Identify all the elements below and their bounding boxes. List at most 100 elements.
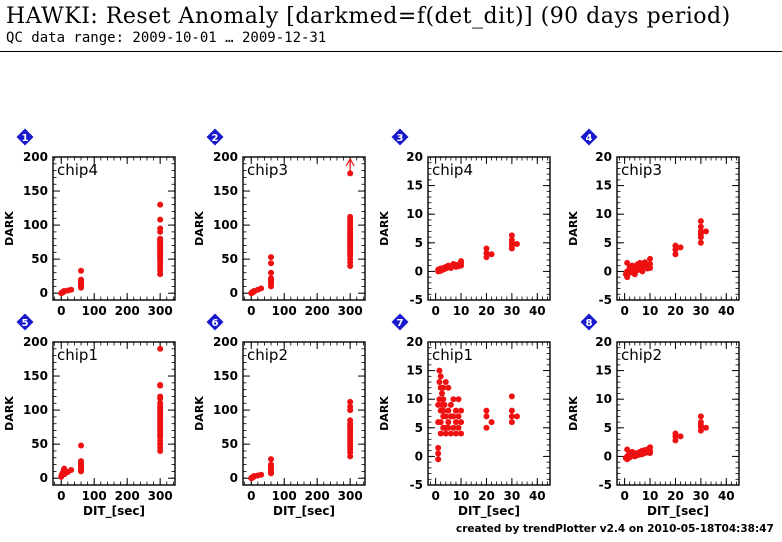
- data-point: [458, 262, 465, 269]
- data-point: [508, 393, 515, 400]
- data-point: [157, 201, 164, 208]
- title-divider: [0, 51, 782, 52]
- data-point: [268, 461, 275, 468]
- data-point: [435, 450, 442, 457]
- chip-label: chip2: [247, 346, 288, 364]
- data-point: [268, 254, 275, 261]
- data-point: [455, 396, 462, 403]
- plot-frame: [427, 156, 551, 301]
- data-point: [450, 424, 457, 431]
- y-tick-label: 150: [23, 369, 48, 383]
- panel-badge-number: 8: [586, 318, 593, 329]
- data-point: [347, 398, 354, 405]
- panel-badge: [206, 128, 224, 146]
- data-point: [268, 456, 275, 463]
- chip-label: chip2: [621, 346, 662, 364]
- data-point: [513, 240, 520, 247]
- page-title: HAWKI: Reset Anomaly [darkmed=f(det_dit)…: [6, 4, 731, 29]
- data-point: [672, 242, 679, 249]
- x-axis-label: DIT_[sec]: [273, 504, 335, 519]
- y-tick-label: 15: [595, 364, 612, 378]
- x-axis-label: DIT_[sec]: [83, 504, 145, 519]
- data-point: [445, 419, 452, 426]
- x-tick-label: 0: [431, 489, 439, 503]
- x-tick-label: 0: [57, 489, 65, 503]
- y-tick-label: 20: [406, 150, 423, 164]
- y-tick-label: 10: [406, 207, 423, 221]
- x-tick-label: 30: [693, 304, 710, 318]
- data-point: [447, 401, 454, 408]
- y-tick-label: 5: [415, 236, 423, 250]
- panel-badge-number: 5: [22, 318, 29, 329]
- data-point: [440, 396, 447, 403]
- y-tick-label: 100: [23, 403, 48, 417]
- data-point: [697, 231, 704, 238]
- data-point: [450, 396, 457, 403]
- x-tick-label: 0: [247, 489, 255, 503]
- data-point: [268, 269, 275, 276]
- x-tick-label: 200: [305, 304, 330, 318]
- y-tick-label: 10: [595, 207, 612, 221]
- data-point: [68, 467, 75, 474]
- data-point: [268, 275, 275, 282]
- data-point: [458, 419, 465, 426]
- panel-badge-number: 4: [586, 133, 593, 144]
- x-tick-label: 40: [718, 304, 735, 318]
- y-tick-label: 5: [604, 421, 612, 435]
- x-tick-label: 300: [338, 304, 363, 318]
- data-point: [483, 250, 490, 257]
- x-tick-label: 40: [529, 304, 546, 318]
- y-tick-label: 50: [221, 437, 238, 451]
- plot-panel-1: 0 50 100 150 200 0 100 200 300 DARK chip4 1: [3, 128, 176, 318]
- panel-badge: [580, 128, 598, 146]
- x-tick-label: 0: [57, 304, 65, 318]
- y-tick-label: 0: [415, 264, 423, 278]
- overflow-arrow-head: [345, 157, 355, 167]
- panel-badge: [580, 313, 598, 331]
- data-point: [508, 236, 515, 243]
- data-point: [157, 393, 164, 400]
- data-point: [258, 285, 265, 292]
- x-axis-label: DIT_[sec]: [458, 504, 520, 519]
- data-point: [702, 228, 709, 235]
- data-point: [436, 367, 443, 374]
- data-point: [488, 419, 495, 426]
- y-tick-label: 0: [604, 264, 612, 278]
- y-tick-label: 100: [23, 218, 48, 232]
- data-point: [347, 403, 354, 410]
- y-tick-label: 200: [213, 150, 238, 164]
- data-point: [452, 430, 459, 437]
- panel-badge-number: 7: [397, 318, 404, 329]
- panel-badge-number: 2: [212, 133, 219, 144]
- y-tick-label: 50: [31, 437, 48, 451]
- chip-label: chip3: [247, 161, 288, 179]
- y-axis-label: DARK: [378, 211, 391, 246]
- x-tick-label: 0: [620, 304, 628, 318]
- data-point: [157, 235, 164, 242]
- generator-footer: created by trendPlotter v2.4 on 2010-05-…: [456, 523, 774, 535]
- data-point: [447, 430, 454, 437]
- plot-panel-6: 0 50 100 150 200 0 100 200 300 DARK DIT_[sec] chip2…: [193, 313, 366, 519]
- data-point: [677, 244, 684, 251]
- y-tick-label: 50: [221, 252, 238, 266]
- x-tick-label: 10: [453, 489, 470, 503]
- x-tick-label: 20: [667, 489, 684, 503]
- y-axis-label: DARK: [193, 396, 206, 431]
- data-point: [672, 251, 679, 258]
- x-tick-label: 300: [148, 304, 173, 318]
- chip-label: chip3: [621, 161, 662, 179]
- y-tick-label: 50: [31, 252, 48, 266]
- data-point: [440, 384, 447, 391]
- plot-frame: [427, 341, 551, 486]
- data-point: [647, 255, 654, 262]
- data-point: [452, 419, 459, 426]
- x-tick-label: 200: [115, 304, 140, 318]
- x-tick-label: 300: [148, 489, 173, 503]
- data-point: [483, 413, 490, 420]
- x-tick-label: 40: [529, 489, 546, 503]
- data-point: [647, 444, 654, 451]
- x-tick-label: 100: [82, 489, 107, 503]
- x-tick-label: 10: [642, 489, 659, 503]
- data-point: [455, 424, 462, 431]
- y-tick-label: 0: [40, 286, 48, 300]
